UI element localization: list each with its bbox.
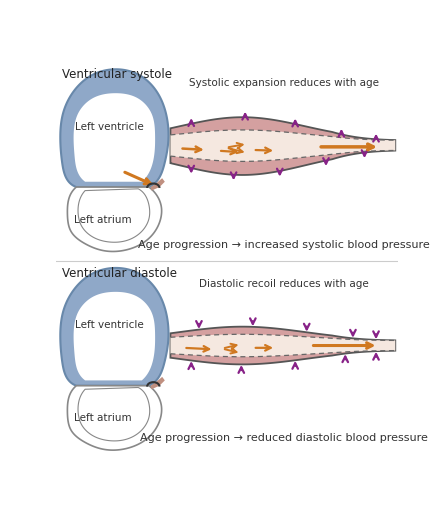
Text: Ventricular diastole: Ventricular diastole xyxy=(62,267,177,280)
Text: Left ventricle: Left ventricle xyxy=(75,321,144,330)
Polygon shape xyxy=(78,189,150,242)
Polygon shape xyxy=(171,334,395,357)
Polygon shape xyxy=(67,187,162,251)
Polygon shape xyxy=(78,387,150,441)
Text: Ventricular systole: Ventricular systole xyxy=(62,68,172,81)
Polygon shape xyxy=(171,327,395,364)
Polygon shape xyxy=(67,386,162,450)
Polygon shape xyxy=(74,292,155,380)
Text: Age progression → increased systolic blood pressure: Age progression → increased systolic blo… xyxy=(138,240,430,250)
Polygon shape xyxy=(171,117,395,175)
Polygon shape xyxy=(74,93,155,182)
Text: Left atrium: Left atrium xyxy=(74,215,132,225)
Polygon shape xyxy=(60,69,168,187)
Polygon shape xyxy=(151,178,165,191)
Text: Age progression → reduced diastolic blood pressure: Age progression → reduced diastolic bloo… xyxy=(140,433,427,443)
Polygon shape xyxy=(171,130,395,162)
Text: Left atrium: Left atrium xyxy=(74,413,132,424)
Polygon shape xyxy=(151,377,165,389)
Text: Left ventricle: Left ventricle xyxy=(75,122,144,132)
Text: Systolic expansion reduces with age: Systolic expansion reduces with age xyxy=(189,78,379,89)
Polygon shape xyxy=(60,268,168,386)
Text: Diastolic recoil reduces with age: Diastolic recoil reduces with age xyxy=(199,279,369,289)
